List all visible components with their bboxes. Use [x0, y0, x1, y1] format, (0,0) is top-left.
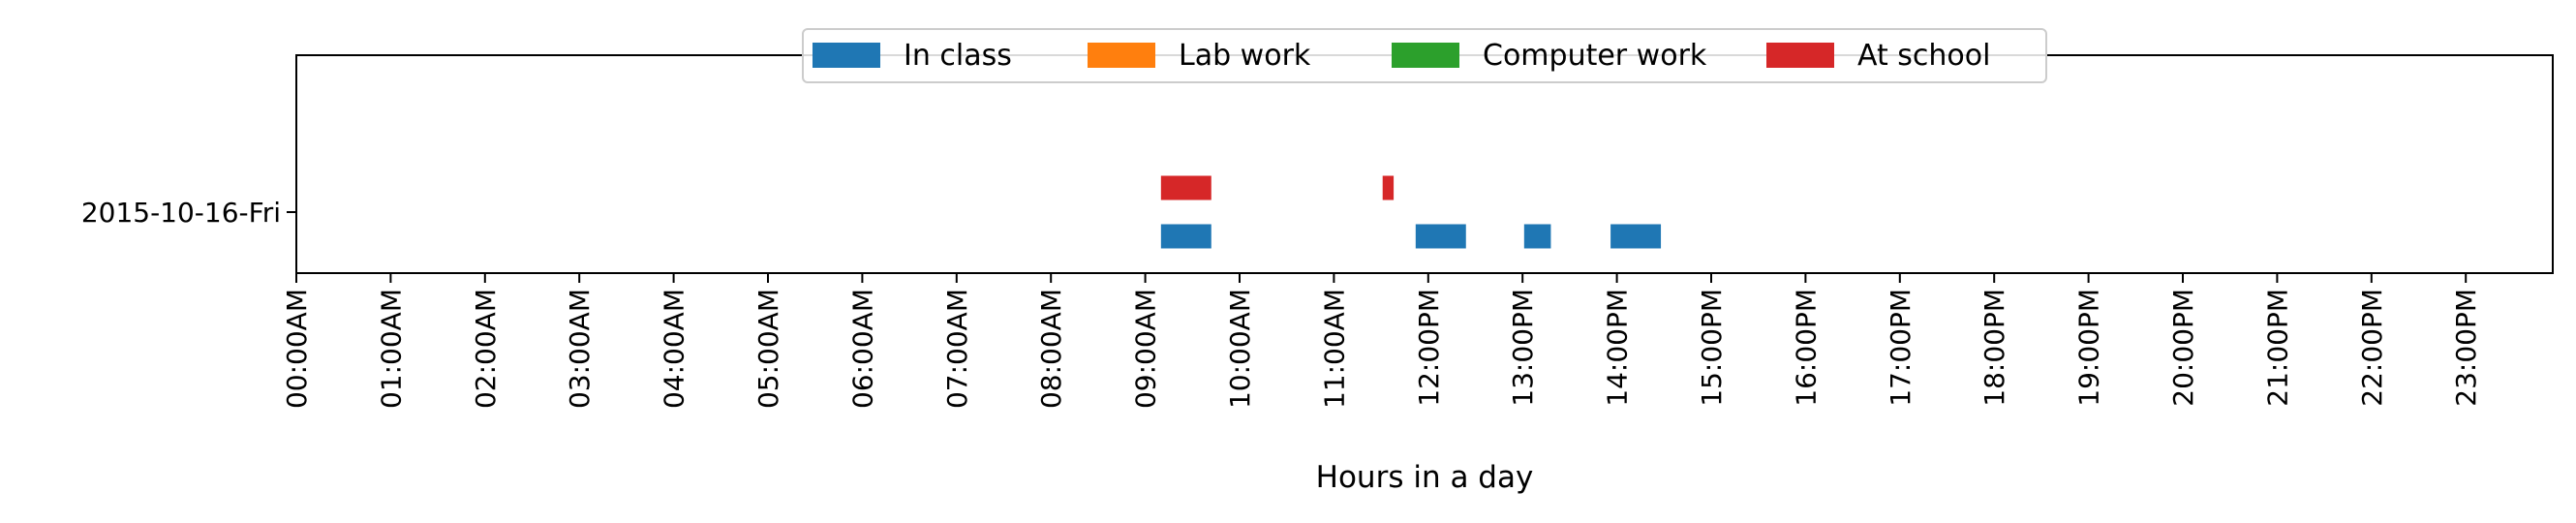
x-tick-label: 02:00AM — [470, 289, 502, 409]
data-bars — [1160, 175, 1662, 249]
bar — [1523, 224, 1551, 249]
legend-label: At school — [1857, 39, 1990, 73]
legend-swatch — [1392, 43, 1459, 68]
legend-swatch — [1766, 43, 1834, 68]
y-tick-label: 2015-10-16-Fri — [81, 197, 281, 229]
x-tick-label: 06:00AM — [846, 289, 878, 409]
legend-swatch — [813, 43, 880, 68]
legend-label: Computer work — [1483, 39, 1707, 73]
x-tick-label: 03:00AM — [564, 289, 596, 409]
x-tick-label: 21:00PM — [2261, 289, 2293, 407]
x-tick-label: 19:00PM — [2073, 289, 2105, 407]
x-tick-label: 09:00AM — [1130, 289, 1162, 409]
x-tick-label: 20:00PM — [2167, 289, 2199, 407]
x-axis-title: Hours in a day — [1316, 460, 1534, 495]
legend-label: Lab work — [1179, 39, 1311, 73]
x-tick-label: 23:00PM — [2450, 289, 2482, 407]
x-tick-label: 22:00PM — [2356, 289, 2388, 407]
legend: In class Lab work Computer work At school — [802, 28, 2047, 83]
bar — [1382, 175, 1395, 200]
y-axis: 2015-10-16-Fri — [81, 197, 296, 229]
legend-swatch — [1088, 43, 1155, 68]
x-tick-label: 04:00AM — [659, 289, 690, 409]
x-tick-label: 10:00AM — [1224, 289, 1256, 409]
x-tick-label: 00:00AM — [281, 289, 313, 409]
x-tick-label: 12:00PM — [1413, 289, 1445, 407]
x-axis: 00:00AM 01:00AM 02:00AM 03:00AM 04:00AM 05:00… — [281, 273, 2482, 409]
x-tick-label: 11:00AM — [1318, 289, 1350, 409]
x-tick-label: 16:00PM — [1790, 289, 1822, 407]
x-tick-label: 18:00PM — [1978, 289, 2010, 407]
bar — [1415, 224, 1466, 249]
x-tick-label: 08:00AM — [1035, 289, 1067, 409]
x-tick-label: 07:00AM — [941, 289, 973, 409]
x-tick-label: 14:00PM — [1602, 289, 1634, 407]
x-tick-label: 13:00PM — [1507, 289, 1539, 407]
bar — [1610, 224, 1662, 249]
x-tick-label: 01:00AM — [375, 289, 407, 409]
x-tick-label: 15:00PM — [1696, 289, 1728, 407]
x-tick-label: 05:00AM — [752, 289, 784, 409]
x-tick-label: 17:00PM — [1885, 289, 1917, 407]
bar — [1160, 224, 1211, 249]
legend-label: In class — [904, 39, 1012, 73]
bar — [1160, 175, 1211, 200]
